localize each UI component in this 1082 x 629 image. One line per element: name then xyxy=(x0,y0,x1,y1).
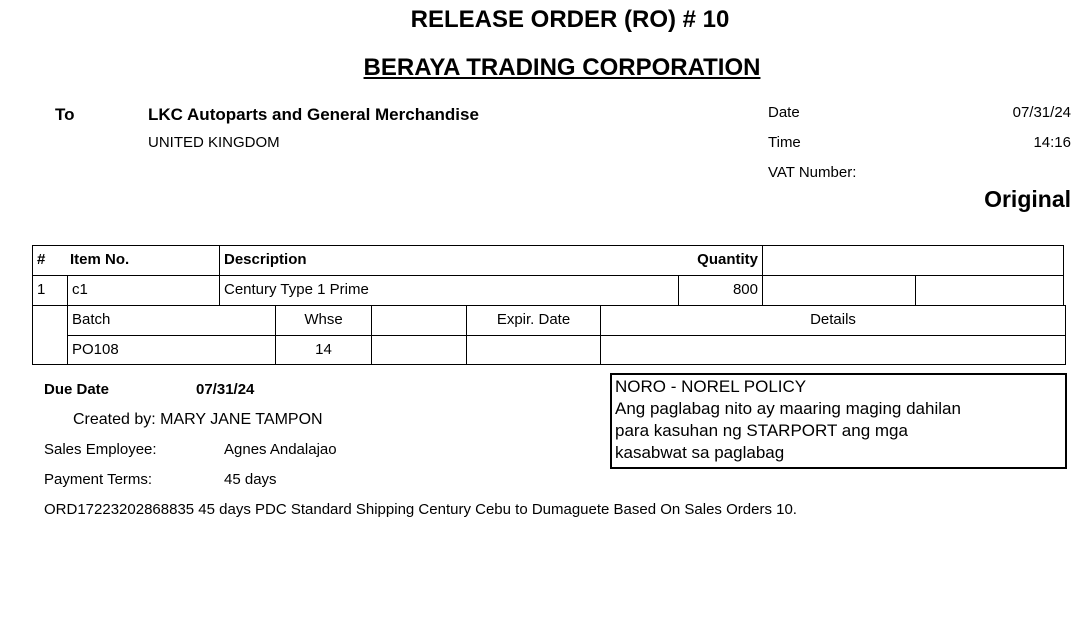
customer-name: LKC Autoparts and General Merchandise xyxy=(148,105,479,124)
created-by: Created by: MARY JANE TAMPON xyxy=(73,411,323,428)
policy-box: NORO - NOREL POLICY Ang paglabag nito ay… xyxy=(610,373,1067,469)
details-value xyxy=(600,335,1066,365)
batch-indent xyxy=(32,305,68,365)
row-blank-1 xyxy=(762,275,916,306)
policy-line: kasabwat sa paglabag xyxy=(615,443,785,462)
batch-blank-header xyxy=(371,305,467,336)
row-quantity: 800 xyxy=(678,275,763,306)
whse-value: 14 xyxy=(275,335,372,365)
expir-date-header: Expir. Date xyxy=(466,305,601,336)
time-label: Time xyxy=(768,134,801,151)
header-item-no: Item No. xyxy=(66,245,220,276)
whse-header: Whse xyxy=(275,305,372,336)
row-description: Century Type 1 Prime xyxy=(219,275,679,306)
to-label: To xyxy=(55,105,75,124)
batch-value: PO108 xyxy=(67,335,276,365)
payment-terms-value: 45 days xyxy=(224,471,277,488)
row-blank-2 xyxy=(915,275,1064,306)
row-num: 1 xyxy=(32,275,68,306)
header-quantity: Quantity xyxy=(678,245,763,276)
header-num: # xyxy=(32,245,68,276)
document-title: RELEASE ORDER (RO) # 10 xyxy=(410,6,730,33)
due-date-value: 07/31/24 xyxy=(196,381,255,398)
sales-employee-label: Sales Employee: xyxy=(44,441,157,458)
policy-line: Ang paglabag nito ay maaring maging dahi… xyxy=(615,399,961,418)
vat-label: VAT Number: xyxy=(768,164,857,181)
customer-country: UNITED KINGDOM xyxy=(148,134,280,151)
date-value: 07/31/24 xyxy=(1012,104,1071,121)
company-name: BERAYA TRADING CORPORATION xyxy=(363,54,761,81)
date-label: Date xyxy=(768,104,800,121)
due-date-label: Due Date xyxy=(44,381,110,398)
policy-line: para kasuhan ng STARPORT ang mga xyxy=(615,421,908,440)
copy-type: Original xyxy=(984,186,1071,212)
payment-terms-label: Payment Terms: xyxy=(44,471,153,488)
header-blank xyxy=(762,245,1064,276)
remarks: ORD17223202868835 45 days PDC Standard S… xyxy=(44,501,797,518)
time-value: 14:16 xyxy=(1033,134,1071,151)
batch-blank-value xyxy=(371,335,467,365)
details-header: Details xyxy=(600,305,1066,336)
row-item-no: c1 xyxy=(67,275,220,306)
expir-date-value xyxy=(466,335,601,365)
sales-employee-value: Agnes Andalajao xyxy=(224,441,337,458)
batch-header: Batch xyxy=(67,305,276,336)
policy-title: NORO - NOREL POLICY xyxy=(615,377,807,396)
